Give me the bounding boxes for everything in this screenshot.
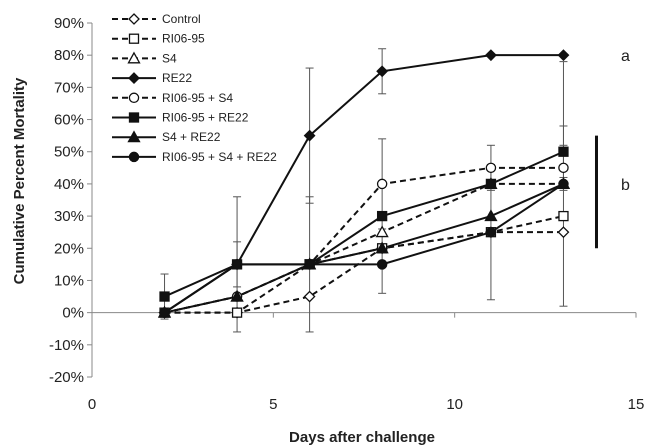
legend-label-ri06-95-re22: RI06-95 + RE22 bbox=[162, 111, 249, 125]
legend-marker-re22 bbox=[128, 72, 140, 85]
significance-label-b: b bbox=[621, 177, 630, 194]
x-tick-label: 0 bbox=[88, 396, 96, 413]
y-axis-title: Cumulative Percent Mortality bbox=[11, 77, 28, 284]
y-tick-label: 20% bbox=[54, 240, 84, 257]
x-axis-title: Days after challenge bbox=[289, 429, 435, 446]
data-point-ri06-95 bbox=[558, 210, 569, 222]
series-line-ri06-95-s4-re22 bbox=[163, 183, 565, 314]
y-tick-label: -20% bbox=[49, 369, 84, 386]
data-point-re22 bbox=[303, 129, 316, 142]
y-tick-label: 50% bbox=[54, 144, 84, 161]
legend-label-s4-re22: S4 + RE22 bbox=[162, 130, 221, 144]
y-tick-label: 40% bbox=[54, 176, 84, 193]
legend-label-control: Control bbox=[162, 12, 201, 26]
data-point-ri06-95-re22 bbox=[558, 146, 569, 157]
y-tick-label: 70% bbox=[54, 79, 84, 96]
data-point-ri06-95-s4-re22 bbox=[231, 259, 243, 270]
data-point-ri06-95-re22 bbox=[485, 178, 497, 190]
legend-marker-control bbox=[128, 13, 140, 25]
data-point-ri06-95-re22 bbox=[376, 210, 388, 222]
data-point-ri06-95-s4-re22 bbox=[558, 178, 569, 190]
legend-marker-ri06-95-s4-re22 bbox=[128, 151, 140, 163]
data-point-re22 bbox=[485, 49, 497, 62]
legend-label-ri06-95: RI06-95 bbox=[162, 32, 205, 46]
legend-marker-ri06-95-re22 bbox=[128, 112, 140, 123]
x-tick-label: 15 bbox=[628, 396, 645, 413]
data-point-ri06-95-s4-re22 bbox=[485, 226, 497, 238]
data-point-control bbox=[557, 226, 570, 239]
y-tick-label: 60% bbox=[54, 112, 84, 129]
data-point-re22 bbox=[376, 65, 389, 78]
y-tick-label: 0% bbox=[62, 305, 84, 322]
legend-label-s4: S4 bbox=[162, 51, 177, 65]
legend-marker-ri06-95-s4 bbox=[128, 92, 140, 104]
axes bbox=[87, 22, 637, 378]
series-lines bbox=[163, 54, 565, 314]
data-point-ri06-95-s4 bbox=[485, 162, 497, 174]
data-point-ri06-95-s4-re22 bbox=[376, 259, 388, 270]
y-tick-label: 80% bbox=[54, 47, 84, 64]
legend-marker-s4 bbox=[127, 51, 141, 64]
series-markers bbox=[157, 49, 571, 319]
legend-marker-s4-re22 bbox=[127, 130, 141, 143]
tick-labels: -20% -10% 0% 10% 20% 30% 40% 50% 60% 70% 80% 90% 0 5 1… bbox=[49, 15, 644, 413]
data-point-s4-re22 bbox=[484, 209, 498, 222]
legend-label-re22: RE22 bbox=[162, 71, 192, 85]
annotations: ab bbox=[594, 48, 630, 249]
series-line-ri06-95-re22 bbox=[164, 150, 564, 298]
data-point-control bbox=[303, 290, 316, 303]
x-tick-label: 10 bbox=[446, 396, 463, 413]
y-tick-label: -10% bbox=[49, 337, 84, 354]
series-line-ri06-95 bbox=[164, 215, 564, 314]
y-tick-label: 90% bbox=[54, 15, 84, 32]
data-point-s4-re22 bbox=[230, 289, 244, 302]
y-tick-label: 10% bbox=[54, 272, 84, 289]
data-point-s4 bbox=[375, 225, 389, 238]
y-tick-label: 30% bbox=[54, 208, 84, 225]
legend-marker-ri06-95 bbox=[128, 33, 140, 44]
data-point-re22 bbox=[557, 49, 570, 62]
data-point-ri06-95-s4-re22 bbox=[304, 259, 315, 270]
x-tick-label: 5 bbox=[269, 396, 277, 413]
data-point-ri06-95-re22 bbox=[159, 291, 170, 302]
significance-label-a: a bbox=[621, 48, 630, 65]
legend-label-ri06-95-s4: RI06-95 + S4 bbox=[162, 91, 233, 105]
data-point-ri06-95-s4 bbox=[376, 178, 388, 190]
legend-label-ri06-95-s4-re22: RI06-95 + S4 + RE22 bbox=[162, 150, 277, 164]
legend: Control RI06-95 S4 RE22 RI06-95 + S4 RI06-95 … bbox=[112, 12, 277, 164]
data-point-s4-re22 bbox=[375, 241, 389, 254]
series-line-s4-re22 bbox=[164, 182, 564, 314]
data-point-ri06-95 bbox=[231, 307, 243, 318]
data-point-ri06-95-s4 bbox=[558, 162, 569, 174]
data-point-ri06-95-s4-re22 bbox=[159, 307, 170, 318]
